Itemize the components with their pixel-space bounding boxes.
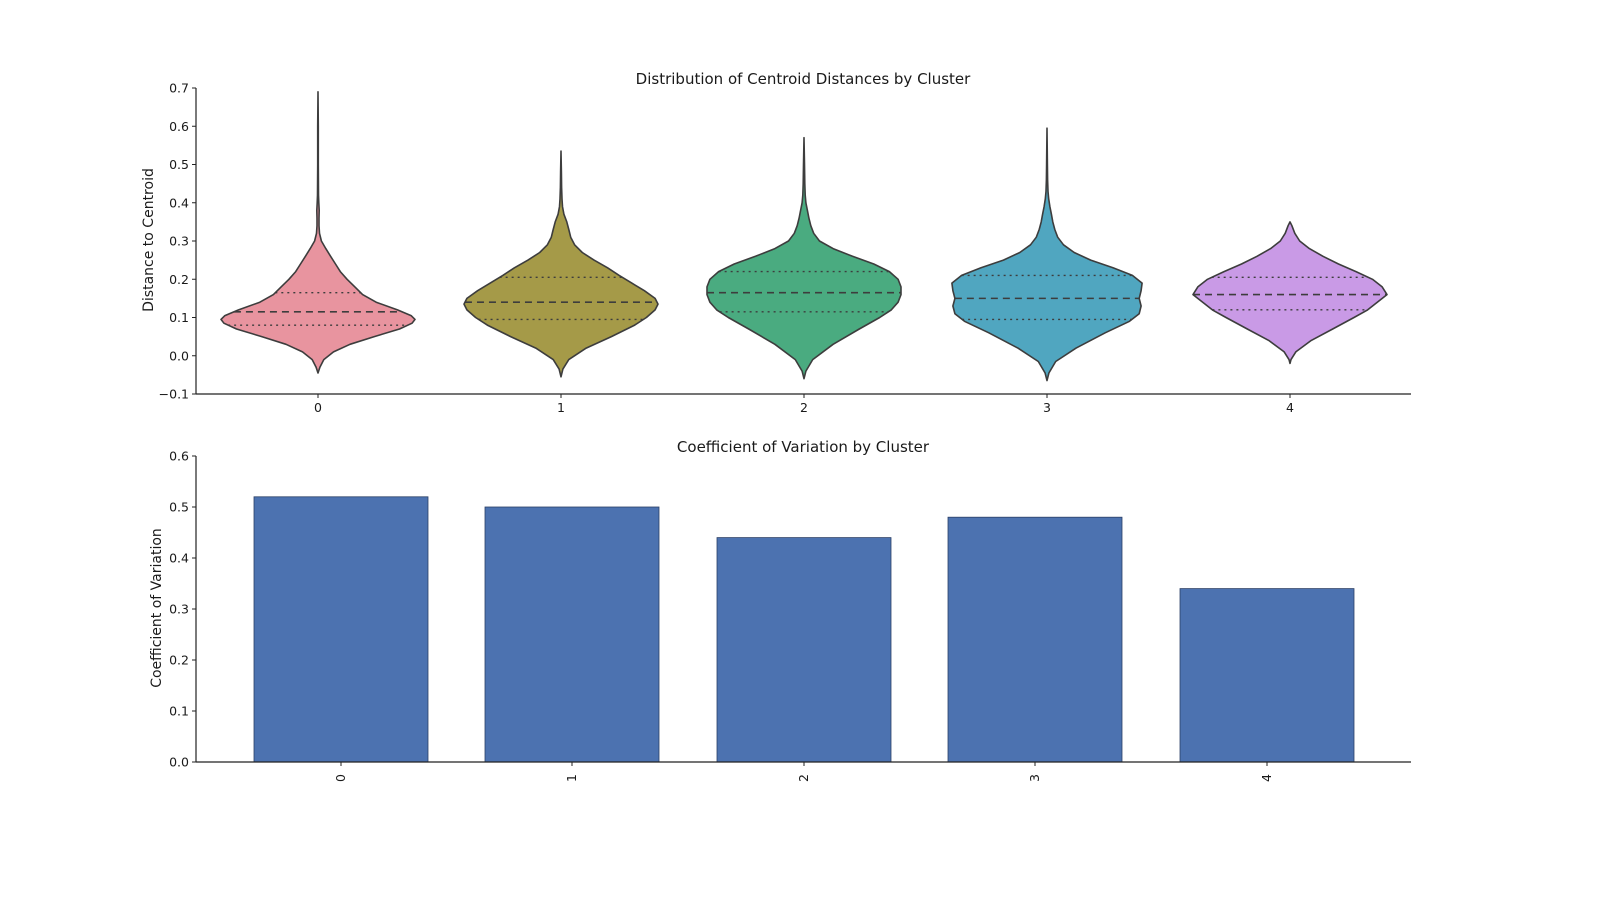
bar-x-tick-label: 2 [796, 774, 811, 782]
bar-x-tick-label: 3 [1027, 774, 1042, 782]
bar-y-axis-label: Coefficient of Variation [149, 528, 165, 688]
violin-x-tick-label: 4 [1286, 400, 1294, 415]
bar-x-ticks: 0 1 2 3 4 [333, 762, 1274, 782]
bar-x-tick-label: 1 [564, 774, 579, 782]
bar-y-tick-label: 0.2 [169, 653, 189, 668]
bar-y-ticks: 0.0 0.1 0.2 0.3 0.4 0.5 0.6 [169, 449, 196, 770]
violin-body-cluster-2 [706, 136, 902, 380]
bar-y-tick-label: 0.1 [169, 704, 189, 719]
violin-y-ticks: −0.1 0.0 0.1 0.2 0.3 0.4 0.5 0.6 0.7 [159, 81, 196, 402]
violin-shapes [220, 91, 1388, 382]
bar-y-tick-label: 0.0 [169, 755, 189, 770]
bar-chart-title: Coefficient of Variation by Cluster [677, 438, 930, 456]
violin-x-ticks: 0 1 2 3 4 [314, 394, 1294, 415]
bar-cluster-0 [253, 496, 429, 763]
bar-cluster-3 [947, 516, 1123, 763]
violin-y-tick-label: 0.7 [169, 81, 189, 96]
bar-y-tick-label: 0.3 [169, 602, 189, 617]
violin-body-cluster-1 [463, 150, 659, 378]
bar-y-tick-label: 0.6 [169, 449, 189, 464]
violin-x-tick-label: 0 [314, 400, 322, 415]
bar-y-tick-label: 0.4 [169, 551, 189, 566]
violin-y-tick-label: 0.6 [169, 119, 189, 134]
bar-x-tick-label: 4 [1259, 774, 1274, 782]
violin-body-cluster-4 [1192, 221, 1388, 365]
violin-y-tick-label: −0.1 [159, 387, 189, 402]
violin-y-tick-label: 0.1 [169, 310, 189, 325]
violin-chart-title: Distribution of Centroid Distances by Cl… [636, 70, 971, 88]
violin-y-tick-label: 0.0 [169, 348, 189, 363]
violin-y-axis-label: Distance to Centroid [141, 168, 157, 312]
bar-cluster-2 [716, 537, 892, 763]
violin-panel: Distribution of Centroid Distances by Cl… [141, 70, 1411, 415]
bar-x-tick-label: 0 [333, 774, 348, 782]
bar-y-tick-label: 0.5 [169, 500, 189, 515]
violin-body-cluster-0 [220, 91, 416, 374]
violin-y-tick-label: 0.2 [169, 272, 189, 287]
violin-y-tick-label: 0.3 [169, 234, 189, 249]
bar-panel: Coefficient of Variation by Cluster Coef… [149, 438, 1411, 782]
violin-x-tick-label: 2 [800, 400, 808, 415]
bar-rects [253, 496, 1355, 763]
violin-x-tick-label: 1 [557, 400, 565, 415]
violin-x-tick-label: 3 [1043, 400, 1051, 415]
violin-y-tick-label: 0.5 [169, 157, 189, 172]
bar-cluster-4 [1179, 588, 1355, 763]
violin-body-cluster-3 [951, 127, 1143, 382]
bar-cluster-1 [484, 506, 660, 763]
violin-y-tick-label: 0.4 [169, 195, 189, 210]
